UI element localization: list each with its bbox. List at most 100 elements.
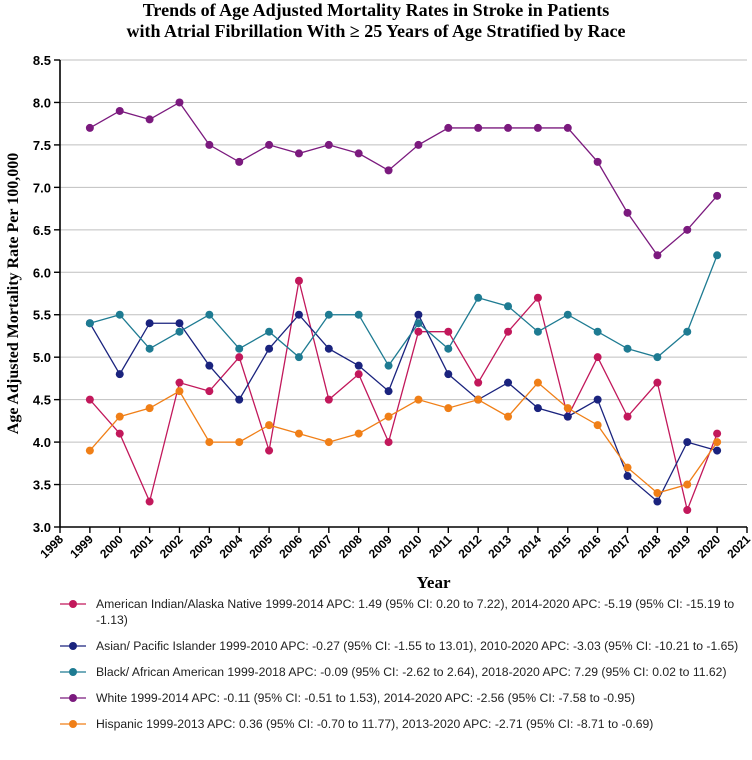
x-tick-label: 2002	[157, 532, 186, 561]
x-tick-label: 2009	[366, 532, 395, 561]
series-line-black-african-american	[89, 255, 718, 367]
data-point	[533, 293, 542, 302]
data-point	[145, 497, 154, 506]
data-point	[294, 353, 303, 362]
data-point	[175, 319, 184, 328]
series-line-asian-pacific-islander	[89, 313, 718, 503]
data-point	[623, 344, 632, 353]
data-point	[563, 412, 572, 421]
x-tick-label: 1999	[67, 532, 96, 561]
legend-label: White 1999-2014 APC: -0.11 (95% CI: -0.5…	[96, 691, 636, 705]
series-asian-pacific-islander	[85, 310, 722, 506]
y-tick-label: 8.0	[33, 95, 51, 110]
y-tick-label: 6.0	[33, 265, 51, 280]
x-tick-label: 2006	[276, 532, 305, 561]
x-tick-label: 2021	[724, 532, 752, 561]
x-tick-label: 2011	[426, 532, 455, 561]
data-point	[444, 123, 453, 132]
x-tick-label: 2010	[396, 532, 425, 561]
legend-marker	[60, 642, 86, 650]
data-point	[384, 387, 393, 396]
series-american-indian-alaska-native	[85, 276, 722, 515]
data-point	[444, 370, 453, 379]
legend-label: American Indian/Alaska Native 1999-2014 …	[96, 597, 735, 627]
data-point	[145, 319, 154, 328]
chart-title-line-2: with Atrial Fibrillation With ≥ 25 Years…	[126, 21, 626, 41]
data-point	[504, 327, 513, 336]
data-point	[294, 429, 303, 438]
data-point	[504, 412, 513, 421]
legend-item-hispanic: Hispanic 1999-2013 APC: 0.36 (95% CI: -0…	[60, 716, 740, 732]
data-point	[294, 149, 303, 158]
data-point	[324, 395, 333, 404]
data-point	[414, 140, 423, 149]
legend-marker-dot	[69, 668, 77, 676]
legend-item-black-african-american: Black/ African American 1999-2018 APC: -…	[60, 664, 740, 680]
data-point	[444, 344, 453, 353]
data-point	[653, 489, 662, 498]
data-point	[713, 251, 722, 260]
data-point	[474, 378, 483, 387]
data-point	[414, 310, 423, 319]
legend-item-white: White 1999-2014 APC: -0.11 (95% CI: -0.5…	[60, 690, 740, 706]
x-tick-label: 2012	[456, 532, 485, 561]
legend-marker	[60, 600, 86, 608]
data-point	[683, 506, 692, 515]
data-point	[533, 378, 542, 387]
y-tick-label: 6.5	[33, 223, 51, 238]
data-point	[354, 310, 363, 319]
data-point	[623, 412, 632, 421]
data-point	[205, 140, 214, 149]
data-point	[115, 106, 124, 115]
data-point	[444, 404, 453, 413]
y-tick-label: 8.5	[33, 53, 51, 68]
data-point	[683, 480, 692, 489]
x-tick-label: 2001	[127, 532, 156, 561]
series-hispanic	[85, 378, 722, 498]
data-point	[533, 327, 542, 336]
data-point	[414, 319, 423, 328]
data-point	[563, 123, 572, 132]
data-point	[265, 327, 274, 336]
data-point	[444, 327, 453, 336]
data-point	[474, 395, 483, 404]
data-point	[115, 370, 124, 379]
data-point	[384, 166, 393, 175]
data-point	[235, 395, 244, 404]
data-point	[384, 361, 393, 370]
data-point	[414, 327, 423, 336]
legend-label: Asian/ Pacific Islander 1999-2010 APC: -…	[96, 639, 739, 653]
data-point	[354, 370, 363, 379]
x-tick-label: 1998	[37, 532, 66, 561]
data-point	[294, 276, 303, 285]
data-point	[593, 421, 602, 430]
data-point	[115, 412, 124, 421]
legend-marker-dot	[69, 600, 77, 608]
x-axis-title: Year	[417, 573, 451, 592]
x-tick-label: 2019	[665, 532, 694, 561]
data-point	[504, 378, 513, 387]
data-point	[683, 438, 692, 447]
legend: American Indian/Alaska Native 1999-2014 …	[60, 596, 740, 742]
data-point	[265, 421, 274, 430]
legend-marker	[60, 720, 86, 728]
data-point	[504, 123, 513, 132]
data-point	[354, 361, 363, 370]
legend-marker-dot	[69, 642, 77, 650]
y-tick-label: 4.5	[33, 393, 51, 408]
data-point	[593, 395, 602, 404]
data-point	[713, 446, 722, 455]
data-point	[414, 395, 423, 404]
x-tick-label: 2003	[187, 532, 216, 561]
data-point	[175, 98, 184, 107]
data-point	[533, 123, 542, 132]
y-tick-label: 5.0	[33, 350, 51, 365]
data-point	[145, 115, 154, 124]
x-tick-label: 2014	[515, 532, 544, 561]
x-tick-label: 2000	[97, 532, 126, 561]
y-axis-title: Age Adjusted Mortality Rate Per 100,000	[5, 153, 22, 434]
data-point	[324, 438, 333, 447]
data-point	[384, 412, 393, 421]
data-point	[653, 251, 662, 260]
data-point	[324, 140, 333, 149]
